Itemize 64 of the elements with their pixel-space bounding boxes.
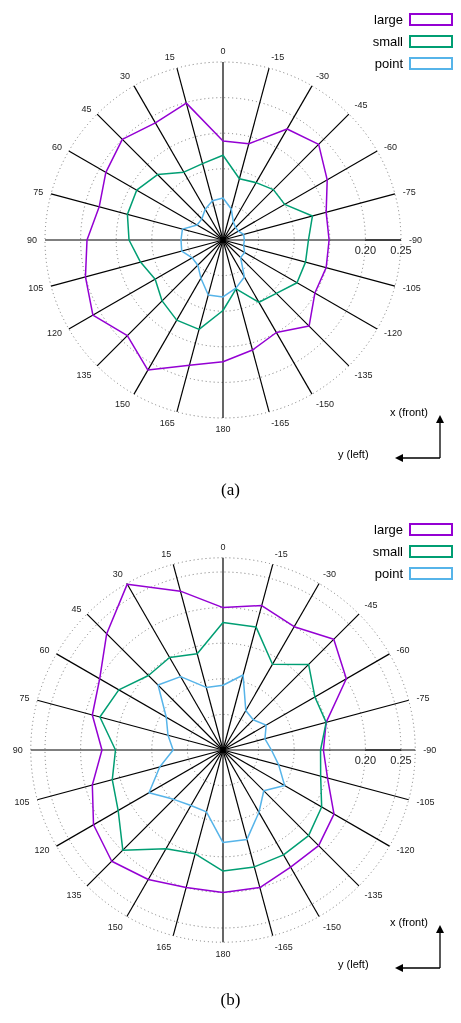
text: (a) [220, 480, 241, 500]
spoke-label: -60 [396, 645, 410, 656]
spoke-label: -15 [271, 52, 285, 63]
legend-label: point [374, 55, 403, 71]
spoke-label: -120 [396, 845, 415, 856]
spoke-label: 90 [12, 745, 23, 756]
spoke-label: 30 [119, 70, 130, 81]
spoke-label: 180 [215, 424, 231, 435]
legend-label: large [374, 11, 403, 27]
spoke-label: 60 [51, 142, 62, 153]
spoke-label: 0 [220, 541, 226, 552]
spoke-label: 75 [33, 187, 44, 198]
spoke-label: -135 [354, 369, 373, 380]
spoke-label: 180 [215, 948, 231, 959]
spoke-label: -165 [274, 941, 293, 952]
spoke-label: 120 [34, 845, 50, 856]
y-tick-label: 0.20 [354, 754, 377, 766]
spoke-label: 60 [39, 645, 50, 656]
spoke-label: -15 [274, 548, 288, 559]
spoke-label: -60 [384, 142, 398, 153]
spoke-label: -75 [402, 187, 416, 198]
spoke-label: -135 [364, 889, 383, 900]
spoke-label: -30 [323, 568, 337, 579]
text: x (front) [390, 406, 428, 418]
y-tick-label: 0.20 [354, 244, 377, 256]
spoke-label: -45 [354, 100, 368, 111]
y-tick-label: 0.25 [390, 754, 412, 766]
spoke-label: 15 [161, 548, 172, 559]
spoke-label: 105 [28, 283, 44, 294]
spoke-label: -120 [384, 328, 403, 339]
y-tick-label: 0.25 [390, 244, 412, 256]
spoke-label: 135 [66, 889, 82, 900]
text: y (left) [338, 448, 369, 460]
spoke-label: 90 [26, 235, 37, 246]
spoke-label: 45 [81, 103, 92, 114]
legend-label: large [374, 521, 403, 537]
spoke-label: 0 [220, 46, 226, 56]
spoke-label: 105 [14, 797, 30, 808]
text: (b) [219, 990, 242, 1010]
spoke-label: -45 [364, 600, 378, 611]
spoke-label: 150 [107, 921, 123, 932]
legend-label: point [374, 565, 403, 581]
spoke-label: -75 [416, 693, 430, 704]
text: y (left) [338, 958, 369, 970]
spoke-label: 120 [46, 328, 62, 339]
spoke-label: -150 [323, 921, 342, 932]
spoke-label: 165 [159, 418, 175, 429]
spoke-label: 135 [76, 369, 92, 380]
spoke-label: 165 [156, 941, 172, 952]
spoke-label: 15 [164, 52, 175, 63]
spoke-label: -150 [316, 399, 335, 410]
spoke-label: 45 [71, 603, 82, 614]
spoke-label: -105 [402, 283, 421, 294]
spoke-label: -105 [416, 797, 435, 808]
text: x (front) [390, 916, 428, 928]
spoke-label: 75 [19, 693, 30, 704]
spoke-label: -165 [271, 418, 290, 429]
spoke-label: -90 [423, 745, 437, 756]
legend-label: small [372, 33, 403, 49]
spoke-label: -30 [316, 70, 330, 81]
spoke-label: 30 [112, 568, 123, 579]
spoke-label: 150 [114, 399, 130, 410]
spoke-label: -90 [409, 235, 423, 246]
legend-label: small [372, 543, 403, 559]
